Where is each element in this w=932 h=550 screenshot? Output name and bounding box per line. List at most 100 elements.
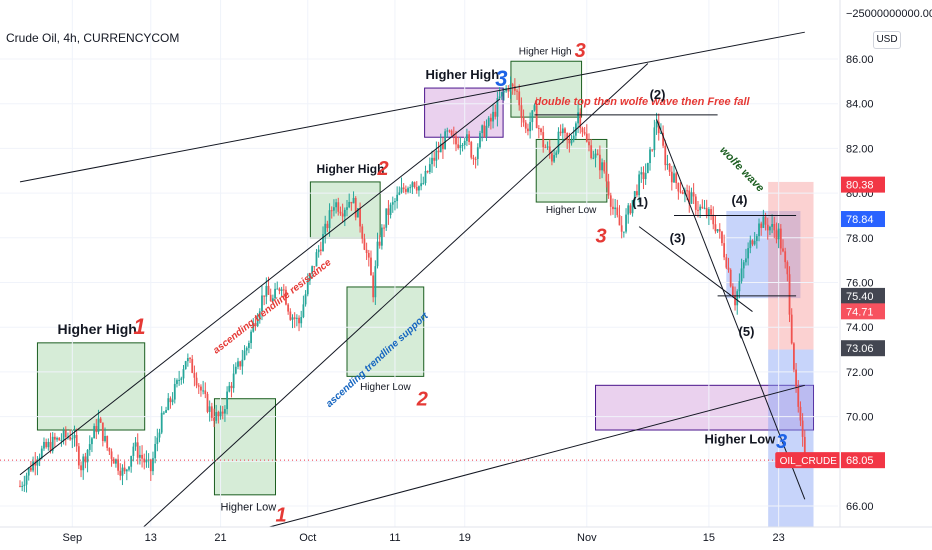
candle-body	[642, 172, 645, 180]
candle-body	[764, 216, 767, 225]
candle-body	[520, 105, 523, 118]
candle-body	[361, 226, 364, 239]
chart-annotation: Higher Low	[360, 382, 411, 393]
candle-body	[620, 225, 623, 232]
candle-body	[513, 86, 516, 91]
candle-body	[117, 459, 119, 471]
candle-body	[106, 436, 109, 448]
trendline[interactable]	[19, 31, 805, 183]
trendline[interactable]	[656, 119, 806, 500]
candle-body	[455, 136, 457, 145]
candle-body	[208, 406, 211, 412]
candle-body	[568, 140, 571, 144]
trendline[interactable]	[141, 63, 649, 529]
candle-body	[592, 157, 595, 159]
candle-body	[537, 128, 540, 130]
candle-body	[662, 132, 664, 146]
candle-body	[346, 207, 348, 210]
candle-body	[80, 465, 82, 471]
time-axis-bg	[0, 527, 932, 550]
candle-body	[622, 231, 625, 233]
candle-body	[309, 273, 311, 281]
trendline[interactable]	[19, 98, 500, 476]
candle-body	[123, 467, 126, 472]
candle-body	[625, 214, 627, 232]
candle-body	[363, 238, 366, 250]
zones-layer	[36, 60, 815, 533]
candle-body	[426, 171, 429, 173]
price-label: 75.40	[846, 291, 874, 303]
candle-body	[784, 251, 787, 263]
candle-body	[250, 331, 252, 344]
trendline[interactable]	[638, 226, 753, 312]
candle-body	[531, 110, 534, 123]
candle-body	[213, 417, 215, 421]
candle-body	[738, 281, 741, 292]
candle-body	[394, 201, 396, 203]
candle-body	[690, 192, 693, 204]
candle-body	[389, 204, 392, 215]
candle-body	[343, 209, 346, 217]
candle-body	[73, 434, 76, 439]
chart-annotation: Higher Low	[221, 501, 277, 513]
candle-body	[304, 294, 307, 305]
candle-body	[252, 323, 255, 332]
candle-body	[348, 201, 351, 208]
candle-body	[313, 266, 316, 268]
candle-body	[58, 437, 61, 441]
candle-body	[577, 112, 579, 124]
candle-body	[165, 410, 167, 413]
candle-body	[269, 294, 272, 302]
candle-body	[596, 153, 599, 155]
candle-body	[618, 215, 621, 226]
candle-body	[415, 186, 418, 191]
candle-body	[773, 223, 776, 231]
candle-body	[779, 228, 782, 249]
candle-body	[115, 459, 117, 464]
candle-body	[731, 286, 734, 296]
candle-body	[633, 191, 636, 201]
candle-body	[677, 183, 680, 192]
zone-green	[346, 286, 425, 377]
candle-body	[317, 249, 320, 253]
candle-body	[82, 456, 85, 471]
chart-annotation: (4)	[732, 192, 748, 207]
candle-body	[433, 157, 436, 161]
candle-body	[607, 181, 610, 196]
candle-body	[638, 174, 641, 196]
candle-body	[581, 128, 584, 133]
candle-body	[178, 379, 181, 381]
candle-body	[409, 187, 412, 189]
wave-number: 3	[495, 66, 507, 91]
candle-body	[234, 366, 237, 374]
candle-body	[245, 347, 248, 351]
price-label: 74.71	[846, 306, 874, 318]
candle-body	[450, 130, 453, 135]
candle-body	[542, 132, 545, 148]
candle-body	[86, 449, 89, 463]
candle-body	[370, 257, 372, 276]
candle-body	[354, 197, 357, 218]
candle-body	[69, 436, 72, 440]
candle-body	[522, 117, 525, 123]
candle-body	[518, 91, 521, 106]
candle-body	[359, 208, 361, 227]
trendline[interactable]	[264, 384, 805, 529]
chart-annotation: (5)	[739, 324, 755, 339]
time-tick-label: 11	[389, 532, 400, 544]
candle-body	[799, 406, 802, 421]
candle-body	[766, 224, 769, 231]
candle-body	[500, 91, 503, 97]
currency-button[interactable]: USD	[873, 31, 901, 49]
candle-body	[553, 155, 555, 162]
candle-body	[311, 266, 314, 274]
price-label-bg	[841, 287, 885, 304]
candle-body	[237, 361, 239, 367]
candle-body	[420, 183, 423, 187]
candle-body	[605, 171, 608, 182]
candle-body	[564, 128, 566, 133]
candle-body	[692, 192, 695, 197]
price-tick-label: 82.00	[846, 143, 874, 155]
candle-body	[51, 436, 54, 452]
